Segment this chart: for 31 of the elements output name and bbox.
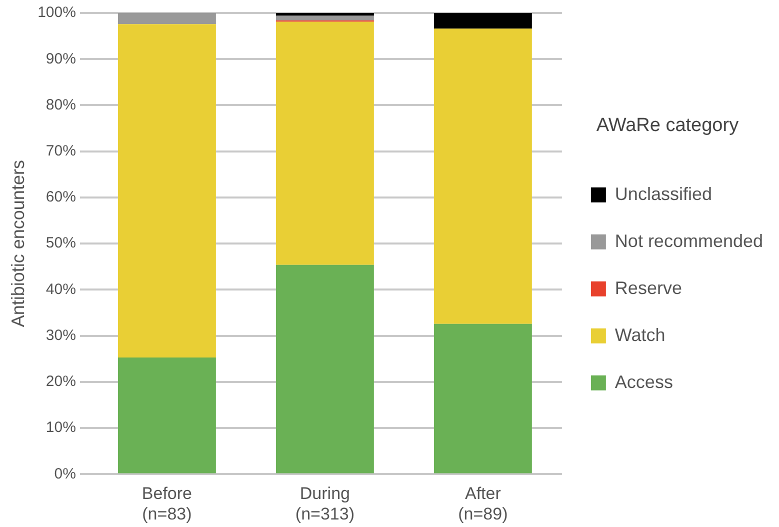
bar (434, 13, 532, 29)
legend-label: Watch (614, 324, 666, 345)
y-tick-label: 70% (46, 142, 76, 160)
x-tick-label: After (n=89) (458, 484, 508, 524)
y-tick-label: 30% (46, 326, 76, 344)
bar (434, 324, 532, 474)
y-tick-label: 10% (46, 419, 76, 436)
y-tick-label: 80% (46, 96, 76, 114)
y-tick-label: 20% (46, 373, 76, 390)
bar (276, 264, 374, 474)
bar (276, 13, 374, 16)
legend-label: Access (614, 372, 673, 392)
bar (276, 22, 374, 265)
y-tick-label: 100% (38, 4, 76, 22)
bar (434, 28, 532, 324)
y-tick-label: 60% (46, 188, 76, 206)
bar (118, 358, 216, 474)
legend-label: Unclassified (614, 184, 712, 204)
bar (276, 16, 374, 20)
y-tick-label: 50% (46, 234, 76, 252)
bar (118, 13, 216, 24)
y-tick-label: 90% (46, 50, 76, 68)
y-tick-label: 40% (46, 280, 76, 298)
x-tick-label: Before (n=83) (142, 484, 192, 524)
bar (118, 24, 216, 358)
legend-label: Not recommended (614, 230, 764, 251)
legend-label: Reserve (614, 278, 682, 298)
x-tick-label: During (n=313) (295, 484, 354, 524)
y-tick-label: 0% (54, 465, 76, 482)
legend-title: AWaRe category (596, 114, 740, 136)
y-axis-title: Antibiotic encounters (8, 160, 28, 328)
